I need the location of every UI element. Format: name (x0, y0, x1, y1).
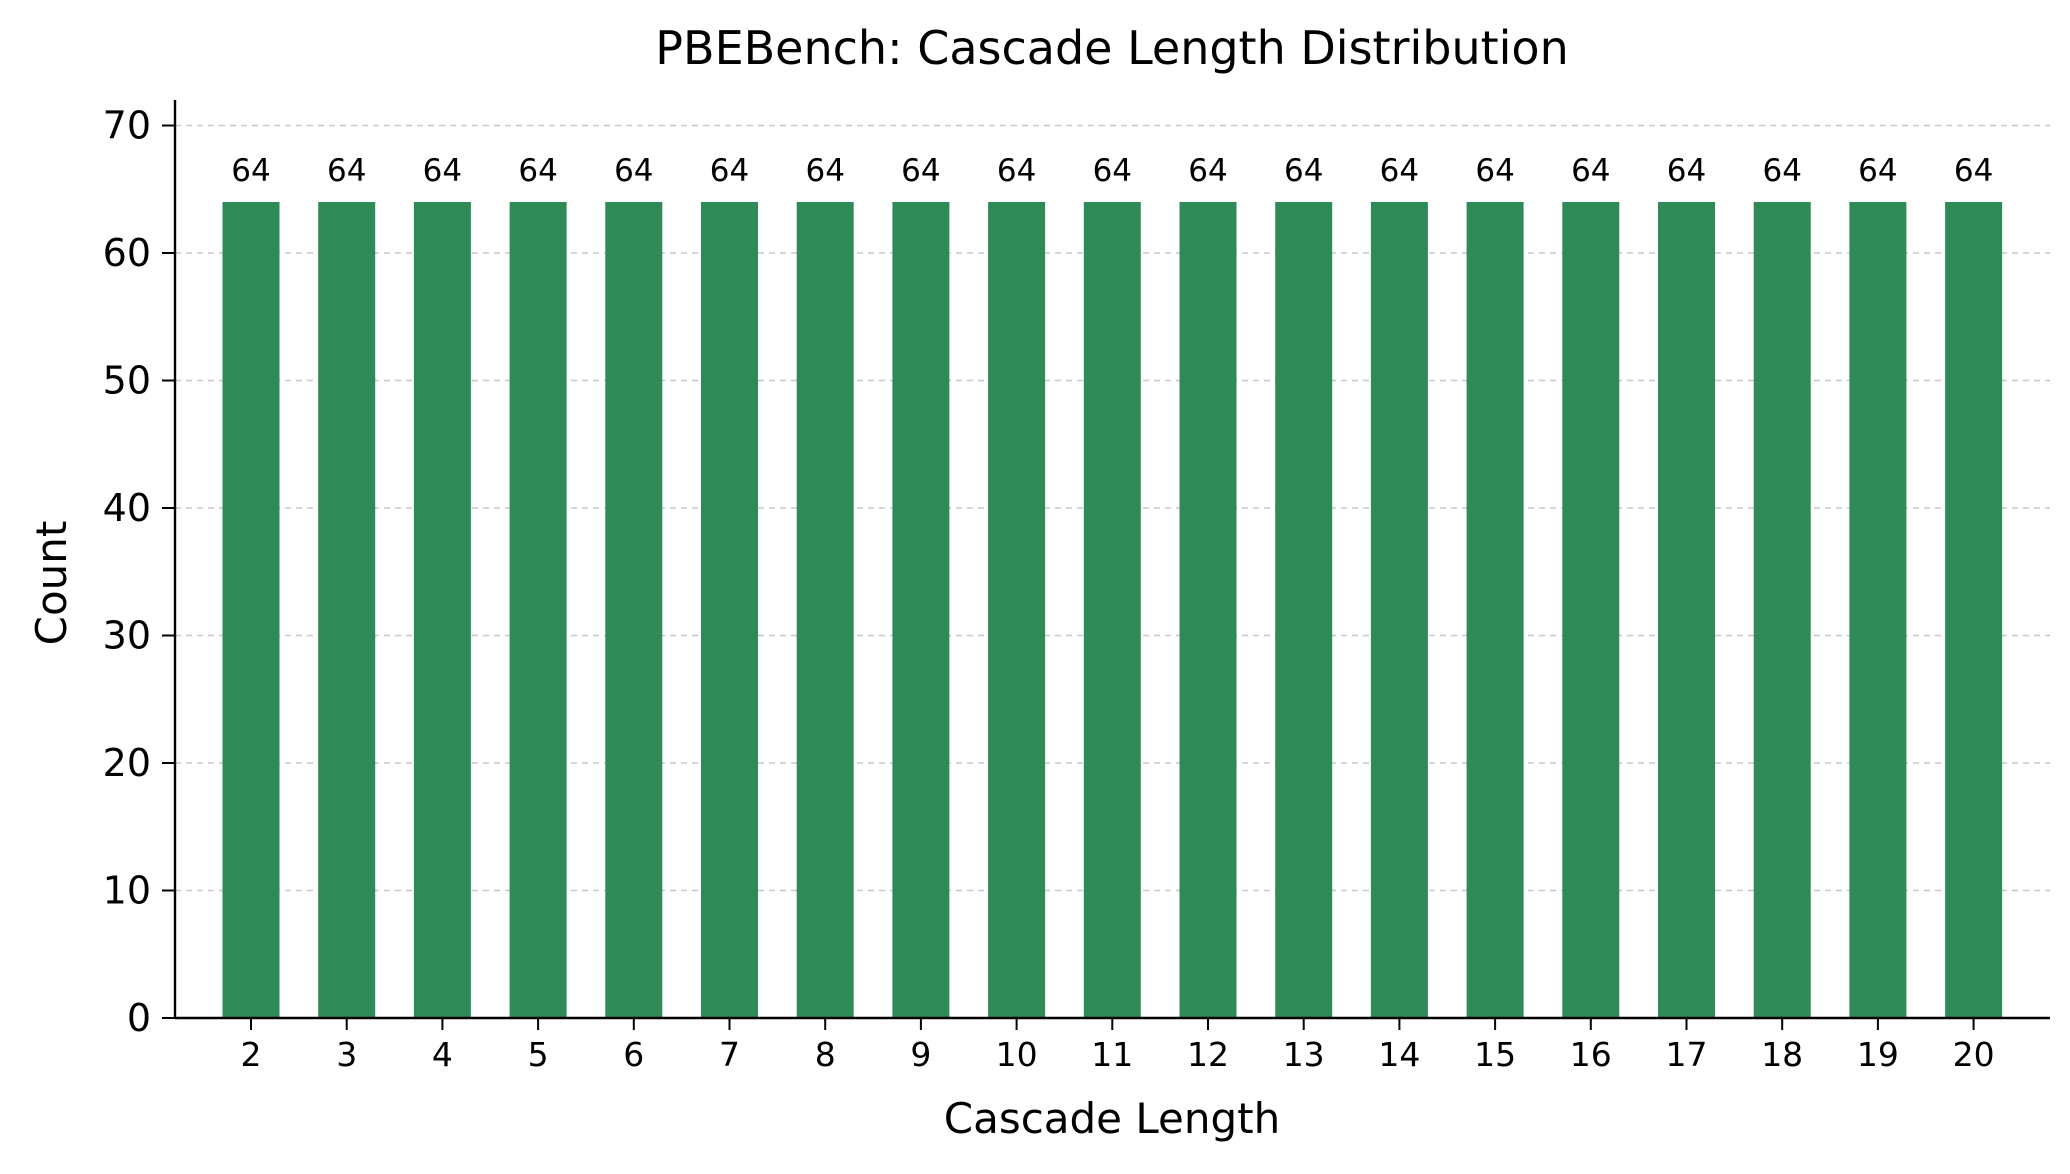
bar-value-label: 64 (231, 153, 270, 189)
x-tick-label: 16 (1570, 1035, 1612, 1074)
bar-value-label: 64 (1571, 153, 1610, 189)
data-labels: 64 64 64 64 64 64 64 64 64 64 64 64 64 64 64 64 64 64 64 (231, 153, 1993, 189)
x-tick-label: 5 (528, 1035, 549, 1074)
chart-title: PBEBench: Cascade Length Distribution (655, 21, 1568, 75)
bar-value-label: 64 (1858, 153, 1897, 189)
x-tick-label: 20 (1953, 1035, 1995, 1074)
bar (892, 202, 950, 1018)
x-tick-label: 3 (336, 1035, 357, 1074)
x-tick-label: 14 (1378, 1035, 1420, 1074)
x-tick-label: 6 (623, 1035, 644, 1074)
y-tick-label: 50 (103, 359, 151, 403)
y-tick-label: 70 (103, 104, 151, 148)
bar (1658, 202, 1715, 1018)
x-tick-label: 9 (910, 1035, 931, 1074)
bar (1275, 202, 1333, 1018)
x-tick-label: 7 (719, 1035, 740, 1074)
bar (988, 202, 1046, 1018)
bar-value-label: 64 (901, 153, 940, 189)
bars (222, 202, 2003, 1018)
bar-value-label: 64 (423, 153, 462, 189)
x-tick-label: 4 (432, 1035, 453, 1074)
y-tick-label: 0 (127, 996, 151, 1040)
bar-value-label: 64 (1762, 153, 1801, 189)
bar (413, 202, 471, 1018)
bar-value-label: 64 (1667, 153, 1706, 189)
y-axis-label: Count (27, 521, 76, 646)
bar-value-label: 64 (1093, 153, 1132, 189)
bar-value-label: 64 (710, 153, 749, 189)
bar-value-label: 64 (518, 153, 557, 189)
bar (1562, 202, 1620, 1018)
bar (1849, 202, 1907, 1018)
x-tick-label: 8 (815, 1035, 836, 1074)
bar-value-label: 64 (1188, 153, 1227, 189)
x-tick-label: 11 (1091, 1035, 1133, 1074)
y-tick-label: 60 (103, 231, 151, 275)
x-tick-label: 17 (1666, 1035, 1708, 1074)
bar (509, 202, 567, 1018)
y-tick-label: 10 (103, 869, 151, 913)
bar-value-label: 64 (614, 153, 653, 189)
y-tick-label: 20 (103, 741, 151, 785)
bar-value-label: 64 (1380, 153, 1419, 189)
bar (318, 202, 376, 1018)
x-tick-label: 10 (996, 1035, 1038, 1074)
bar (1370, 202, 1428, 1018)
x-axis-label: Cascade Length (944, 1094, 1281, 1143)
bar-value-label: 64 (1954, 153, 1993, 189)
bar (1179, 202, 1237, 1018)
bar-value-label: 64 (997, 153, 1036, 189)
bar (1945, 202, 2003, 1018)
x-tick-label: 12 (1187, 1035, 1229, 1074)
bar-value-label: 64 (805, 153, 844, 189)
bar-value-label: 64 (327, 153, 366, 189)
bar (701, 202, 758, 1018)
x-tick-label: 15 (1474, 1035, 1516, 1074)
bar (796, 202, 854, 1018)
bar (605, 202, 663, 1018)
bar (1083, 202, 1141, 1018)
x-tick-label: 19 (1857, 1035, 1899, 1074)
y-tick-label: 30 (103, 614, 151, 658)
bar (1753, 202, 1811, 1018)
bar (222, 202, 280, 1018)
x-tick-label: 18 (1761, 1035, 1803, 1074)
x-tick-label: 2 (241, 1035, 262, 1074)
bar (1466, 202, 1524, 1018)
bar-value-label: 64 (1284, 153, 1323, 189)
axes: 0 10 20 30 40 50 60 70 2 3 4 5 6 7 8 9 10 11 12 13 14 15 16 17 1… (103, 100, 2050, 1074)
y-tick-label: 40 (103, 486, 151, 530)
x-tick-label: 13 (1283, 1035, 1325, 1074)
bar-value-label: 64 (1475, 153, 1514, 189)
